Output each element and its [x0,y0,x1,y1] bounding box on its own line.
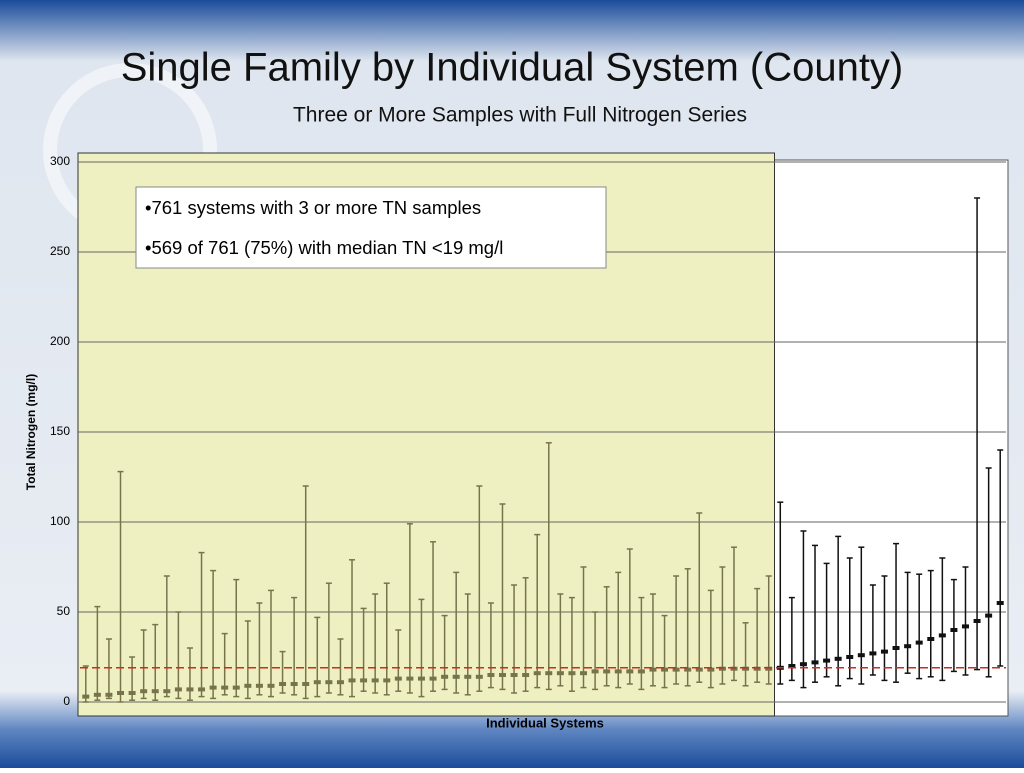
median-mark [429,676,437,681]
median-mark [730,666,738,671]
median-mark [684,667,692,672]
annotation: •761 systems with 3 or more TN samples [145,197,481,218]
median-mark [695,667,703,672]
median-mark [568,671,576,676]
chart-subtitle: Three or More Samples with Full Nitrogen… [293,104,747,127]
median-mark [753,666,761,671]
y-tick-label: 250 [50,244,70,258]
median-mark [464,674,472,679]
median-mark [360,678,368,683]
median-mark [255,683,263,688]
median-mark [846,655,854,659]
median-mark [394,676,402,681]
median-mark [880,649,888,654]
median-mark [417,676,425,681]
median-mark [857,653,865,658]
median-mark [915,640,923,645]
median-mark [707,667,715,672]
chart-title: Single Family by Individual System (Coun… [121,46,904,90]
median-mark [232,685,240,690]
y-tick-label: 200 [50,334,70,348]
median-mark [591,669,599,674]
annotation: •569 of 761 (75%) with median TN <19 mg/… [145,237,503,258]
annotation-box [135,186,607,269]
median-mark [371,678,379,683]
median-mark [244,683,252,688]
median-mark [267,683,275,688]
median-mark [927,637,935,641]
median-mark [498,673,506,677]
median-mark [151,689,159,694]
median-mark [614,669,622,674]
median-mark [522,673,530,677]
median-mark [580,671,588,676]
median-mark [788,664,796,668]
median-mark [811,660,819,665]
median-mark [348,678,356,683]
median-mark [799,662,807,667]
median-mark [383,678,391,683]
median-mark [938,633,946,638]
median-mark [221,685,229,690]
median-mark [406,676,414,681]
y-tick-label: 150 [50,424,70,438]
median-mark [105,692,113,697]
median-mark [661,667,669,672]
median-mark [186,687,194,692]
median-mark [649,667,657,672]
y-tick-label: 300 [50,154,70,168]
median-mark [742,666,750,671]
median-mark [637,669,645,674]
median-mark [128,691,136,695]
y-tick-label: 50 [57,604,71,618]
median-mark [718,666,726,671]
median-mark [93,692,101,697]
median-mark [823,658,831,663]
median-mark [198,687,206,692]
median-mark [985,613,993,618]
median-mark [603,669,611,674]
median-mark [487,673,495,677]
median-mark [892,646,900,650]
median-mark [174,687,182,692]
median-mark [325,680,333,685]
median-mark [556,671,564,676]
median-mark [290,682,298,686]
median-mark [834,656,842,661]
y-tick-label: 0 [63,694,70,708]
median-mark [545,671,553,676]
median-mark [996,601,1004,605]
median-mark [82,694,90,699]
y-axis-title: Total Nitrogen (mg/l) [24,374,38,490]
median-mark [904,644,912,649]
median-mark [961,624,969,629]
y-tick-label: 100 [50,514,70,528]
median-mark [452,674,460,679]
median-mark [313,680,321,685]
median-mark [510,673,518,677]
median-mark [672,667,680,672]
median-mark [117,691,125,695]
median-mark [336,680,344,685]
median-mark [279,682,287,686]
median-mark [973,619,981,623]
median-mark [302,682,310,686]
median-mark [765,666,773,671]
median-mark [209,685,217,690]
median-mark [950,628,958,632]
x-axis-title: Individual Systems [486,715,604,730]
median-mark [869,651,877,656]
median-mark [441,674,449,679]
median-mark [163,689,171,694]
median-mark [533,671,541,676]
median-mark [626,669,634,674]
median-mark [475,674,483,679]
median-mark [140,689,148,694]
